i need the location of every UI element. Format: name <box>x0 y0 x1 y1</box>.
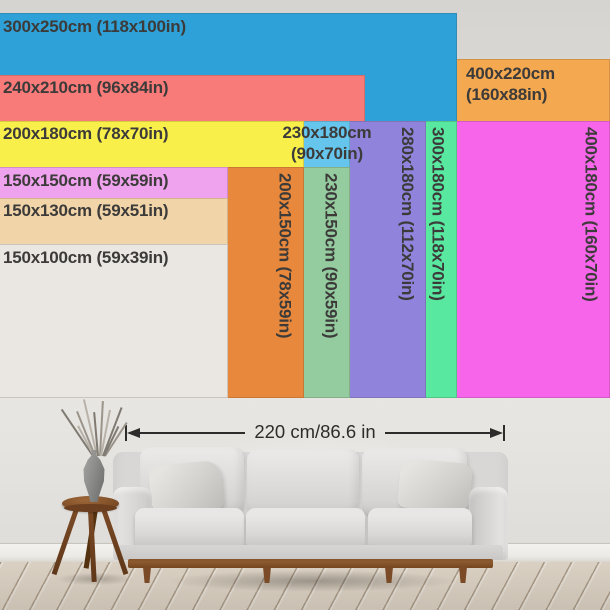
size-label-150x100: 150x100cm (59x39in) <box>3 247 169 267</box>
sofa-base <box>118 545 503 560</box>
sofa-floor-shadow <box>112 566 512 596</box>
size-label-230x180: 230x180cm (90x70in) <box>282 123 372 164</box>
size-label-230x150: 230x150cm (90x59in) <box>321 173 341 339</box>
sofa-seat-cushion-middle <box>246 508 365 550</box>
arrow-endbar-right <box>503 425 506 441</box>
size-label-300x180: 300x180cm (118x70in) <box>428 126 448 301</box>
side-table-rim <box>64 504 117 512</box>
sofa-wood-frame <box>128 559 493 568</box>
arrow-line-left <box>140 432 246 434</box>
measure-arrow: 220 cm/86.6 in <box>125 421 506 443</box>
sofa-leg <box>459 567 467 583</box>
vase <box>83 450 105 502</box>
size-label-300x250: 300x250cm (118x100in) <box>3 16 186 36</box>
size-label-280x180: 280x180cm (112x70in) <box>398 126 418 301</box>
size-label-240x210: 240x210cm (96x84in) <box>3 78 169 98</box>
arrow-endbar-left <box>125 425 127 441</box>
wood-floor <box>0 562 610 610</box>
sofa-seat-cushion-left <box>135 508 244 550</box>
arrowhead-left-icon <box>127 428 140 438</box>
size-label-150x130: 150x130cm (59x51in) <box>3 201 169 221</box>
size-label-200x150: 200x150cm (78x59in) <box>275 173 295 339</box>
size-label-400x180: 400x180cm (160x70in) <box>581 126 601 302</box>
measure-label: 220 cm/86.6 in <box>254 421 376 442</box>
arrowhead-right-icon <box>490 428 504 438</box>
size-label-400x220: 400x220cm (160x88in) <box>466 64 555 104</box>
sofa-leg <box>263 567 271 583</box>
size-box-150x100 <box>0 244 228 398</box>
size-label-200x180: 200x180cm (78x70in) <box>3 124 169 144</box>
sofa-seat-cushion-right <box>368 508 472 550</box>
arrow-line-right <box>384 432 491 434</box>
sofa-back-cushion-middle <box>247 449 359 519</box>
sofa-leg <box>385 567 393 583</box>
sofa-leg <box>143 567 151 583</box>
size-label-150x150: 150x150cm (59x59in) <box>3 170 169 190</box>
